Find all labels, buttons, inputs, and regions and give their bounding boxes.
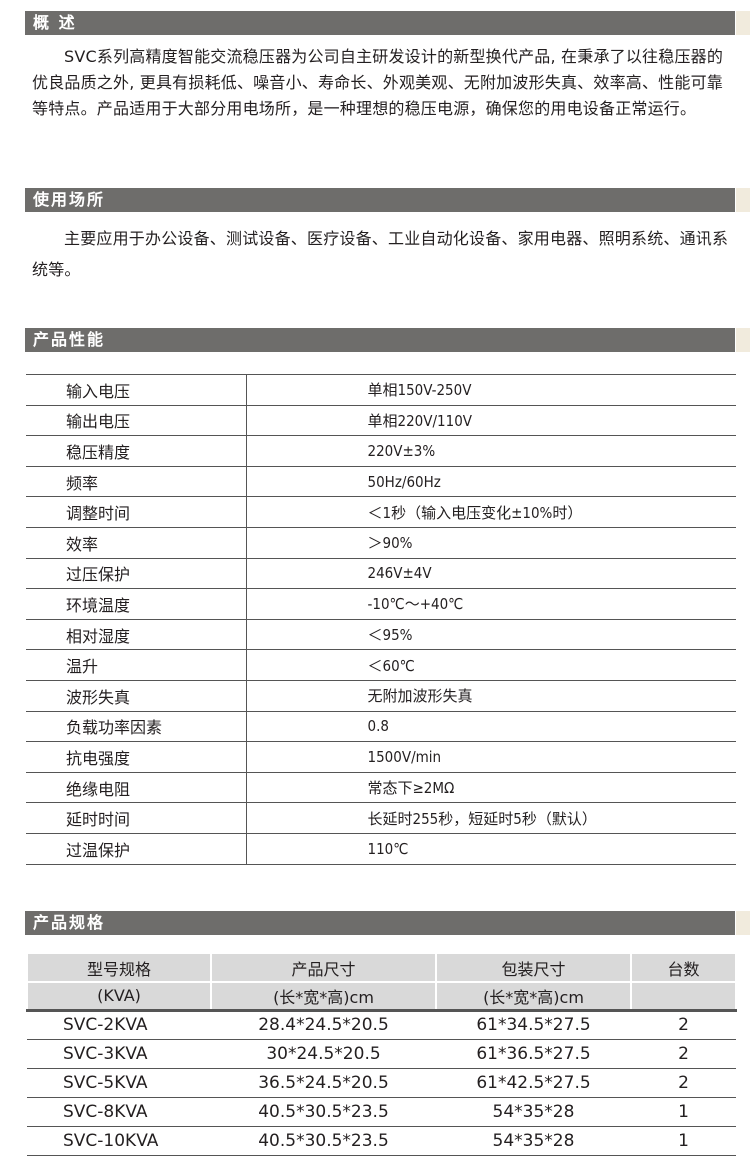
cell-product-size: 40.5*30.5*23.5: [211, 1126, 436, 1156]
param-value: ＜95%: [246, 618, 736, 651]
param-name: 温升: [26, 649, 247, 681]
table-row: 过压保护 246V±4V: [26, 557, 736, 590]
cell-package-size: 61*36.5*27.5: [436, 1039, 631, 1069]
col-header-quantity: 台数: [630, 954, 737, 983]
param-name: 绝缘电阻: [26, 771, 247, 804]
param-name: 抗电强度: [26, 741, 247, 773]
decor-strip: [736, 328, 750, 352]
param-value: 110℃: [246, 832, 736, 865]
param-value: 220V±3%: [246, 435, 736, 467]
table-row: SVC-2KVA 28.4*24.5*20.5 61*34.5*27.5 2: [27, 1010, 736, 1040]
table-row: 抗电强度 1500V/min: [26, 741, 736, 773]
param-name: 调整时间: [26, 496, 247, 528]
param-value: ＜60℃: [246, 649, 736, 681]
table-row: 频率 50Hz/60Hz: [26, 465, 736, 498]
cell-model: SVC-10KVA: [27, 1126, 211, 1156]
param-value: ＞90%: [246, 526, 736, 559]
section-header-specs: 产品规格: [25, 911, 735, 935]
table-row: 输入电压 单相150V-250V: [26, 374, 736, 406]
cell-quantity: 1: [631, 1097, 736, 1127]
param-value: 单相150V-250V: [246, 374, 736, 406]
cell-model: SVC-2KVA: [27, 1010, 211, 1040]
table-row: SVC-10KVA 40.5*30.5*23.5 54*35*28 1: [27, 1126, 736, 1156]
cell-quantity: 1: [631, 1126, 736, 1156]
cell-product-size: 28.4*24.5*20.5: [211, 1010, 436, 1040]
table-row: 过温保护 110℃: [26, 832, 736, 865]
param-name: 负载功率因素: [26, 710, 247, 743]
cell-quantity: 2: [631, 1068, 736, 1098]
table-row: 温升 ＜60℃: [26, 649, 736, 681]
col-header-product-size: 产品尺寸: [210, 954, 437, 983]
table-row: 绝缘电阻 常态下≥2MΩ: [26, 771, 736, 804]
cell-package-size: 61*34.5*27.5: [436, 1010, 631, 1040]
param-name: 相对湿度: [26, 618, 247, 651]
param-value: 常态下≥2MΩ: [246, 771, 736, 804]
cell-model: SVC-5KVA: [27, 1068, 211, 1098]
param-value: 无附加波形失真: [246, 679, 736, 712]
col-header-package-size: 包装尺寸: [435, 954, 632, 983]
cell-quantity: 2: [631, 1010, 736, 1040]
table-row: 调整时间 ＜1秒（输入电压变化±10%时）: [26, 496, 736, 528]
table-row: 环境温度 -10℃～+40℃: [26, 588, 736, 620]
param-name: 输出电压: [26, 404, 247, 437]
col-header-model: 型号规格: [26, 954, 212, 983]
param-value: 1500V/min: [246, 741, 736, 773]
cell-product-size: 30*24.5*20.5: [211, 1039, 436, 1069]
section-header-overview: 概 述: [25, 11, 735, 35]
table-row: 负载功率因素 0.8: [26, 710, 736, 743]
performance-table: 输入电压 单相150V-250V 输出电压 单相220V/110V 稳压精度 220V±3…: [26, 374, 736, 865]
cell-package-size: 54*35*28: [436, 1097, 631, 1127]
table-row: SVC-3KVA 30*24.5*20.5 61*36.5*27.5 2: [27, 1039, 736, 1069]
specs-table: 型号规格 产品尺寸 包装尺寸 台数 (KVA) (长*宽*高)cm (长*宽*高…: [26, 954, 737, 1156]
col-subheader-product-size: (长*宽*高)cm: [210, 982, 437, 1012]
table-row: SVC-8KVA 40.5*30.5*23.5 54*35*28 1: [27, 1097, 736, 1127]
cell-package-size: 54*35*28: [436, 1126, 631, 1156]
param-name: 延时时间: [26, 802, 247, 834]
decor-strip: [736, 11, 750, 35]
param-name: 输入电压: [26, 374, 247, 406]
param-name: 过压保护: [26, 557, 247, 590]
param-name: 稳压精度: [26, 435, 247, 467]
param-value: 50Hz/60Hz: [246, 465, 736, 498]
param-value: 单相220V/110V: [246, 404, 736, 437]
section-header-usage: 使用场所: [25, 188, 735, 212]
col-subheader-quantity: [630, 982, 737, 1012]
col-subheader-package-size: (长*宽*高)cm: [435, 982, 632, 1012]
overview-text: SVC系列高精度智能交流稳压器为公司自主研发设计的新型换代产品, 在秉承了以往稳…: [32, 47, 724, 118]
param-name: 效率: [26, 526, 247, 559]
param-name: 波形失真: [26, 679, 247, 712]
table-row: 效率 ＞90%: [26, 526, 736, 559]
param-value: 0.8: [246, 710, 736, 743]
param-value: 246V±4V: [246, 557, 736, 590]
section-header-performance: 产品性能: [25, 328, 735, 352]
table-row: 波形失真 无附加波形失真: [26, 679, 736, 712]
cell-model: SVC-8KVA: [27, 1097, 211, 1127]
decor-strip: [736, 911, 750, 935]
cell-quantity: 2: [631, 1039, 736, 1069]
cell-model: SVC-3KVA: [27, 1039, 211, 1069]
table-row: SVC-5KVA 36.5*24.5*20.5 61*42.5*27.5 2: [27, 1068, 736, 1098]
param-value: ＜1秒（输入电压变化±10%时）: [246, 496, 736, 528]
decor-strip: [736, 188, 750, 212]
param-name: 环境温度: [26, 588, 247, 620]
table-row: 稳压精度 220V±3%: [26, 435, 736, 467]
cell-product-size: 40.5*30.5*23.5: [211, 1097, 436, 1127]
cell-product-size: 36.5*24.5*20.5: [211, 1068, 436, 1098]
table-row: 相对湿度 ＜95%: [26, 618, 736, 651]
col-subheader-model: (KVA): [26, 982, 212, 1012]
param-name: 频率: [26, 465, 247, 498]
usage-text: 主要应用于办公设备、测试设备、医疗设备、工业自动化设备、家用电器、照明系统、通讯…: [32, 229, 729, 279]
cell-package-size: 61*42.5*27.5: [436, 1068, 631, 1098]
table-row: 输出电压 单相220V/110V: [26, 404, 736, 437]
param-value: 长延时255秒，短延时5秒（默认）: [246, 802, 736, 834]
table-row: 延时时间 长延时255秒，短延时5秒（默认）: [26, 802, 736, 834]
param-value: -10℃～+40℃: [246, 588, 736, 620]
param-name: 过温保护: [26, 832, 247, 865]
